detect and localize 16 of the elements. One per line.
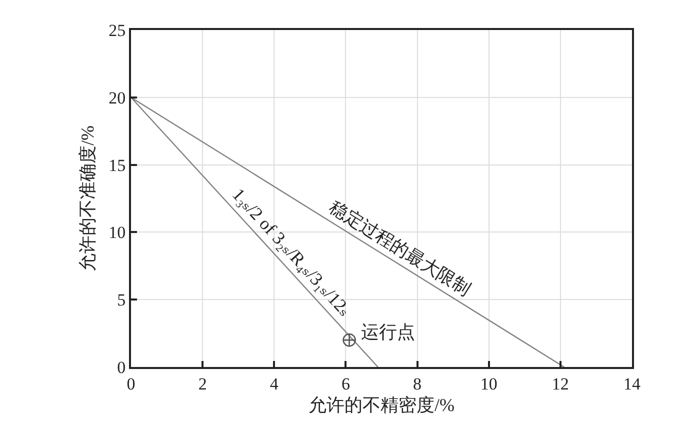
annotation: 运行点 [361,322,415,342]
x-tick-label: 2 [198,374,207,394]
y-tick-label: 5 [117,290,126,310]
x-tick-label: 12 [552,374,569,394]
y-tick-label: 15 [108,156,126,175]
x-tick-label: 4 [270,374,279,394]
x-tick-label: 8 [413,374,422,394]
x-tick-label: 6 [341,374,350,394]
y-tick-label: 25 [108,20,126,40]
y-tick-label: 0 [117,358,126,377]
y-tick-label: 20 [108,88,126,108]
y-axis-title: 允许的不准确度/% [77,126,98,272]
x-tick-label: 14 [624,374,641,394]
x-tick-label: 10 [480,374,498,394]
x-axis-title: 允许的不精密度/% [308,395,454,415]
y-tick-label: 10 [108,223,126,242]
